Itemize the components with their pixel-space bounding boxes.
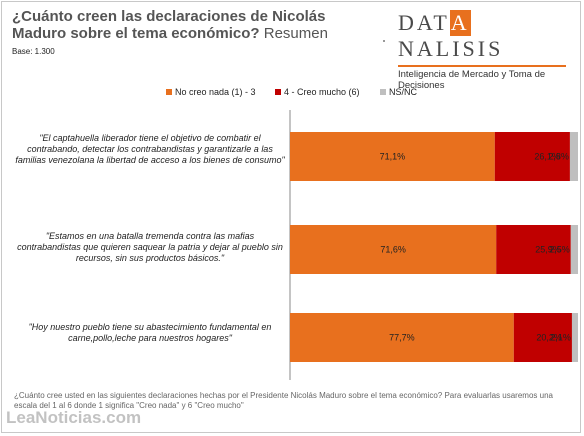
base-note: Base: 1.300 [12, 47, 55, 56]
legend-label-1: 4 - Creo mucho (6) [284, 87, 360, 97]
bar-0-0 [290, 132, 495, 181]
logo-wordmark: DATANALISIS [398, 10, 573, 62]
watermark-text: LeaNoticias.com [6, 408, 142, 427]
survey-question-note: ¿Cuánto cree usted en las siguientes dec… [14, 391, 553, 410]
legend-swatch-1 [275, 89, 281, 95]
bar-1-2 [570, 225, 578, 274]
data-label-0-0: 71,1% [380, 152, 406, 162]
bar-2-2 [571, 313, 578, 362]
data-label-1-2: 2,5% [549, 245, 570, 255]
bar-0-1 [494, 132, 570, 181]
bar-2-1 [513, 313, 572, 362]
bar-2-0 [290, 313, 514, 362]
legend-label-0: No creo nada (1) - 3 [175, 87, 256, 97]
data-label-2-2: 2,1% [550, 333, 571, 343]
decorative-dot [383, 40, 385, 42]
legend-swatch-0 [166, 89, 172, 95]
logo-tagline: Inteligencia de Mercado y Toma de Decisi… [398, 65, 566, 91]
category-label-0: "El captahuella liberador tiene el objet… [15, 133, 285, 165]
bar-1-0 [290, 225, 497, 274]
logo-word-highlight: A [449, 10, 471, 36]
chart-title-suffix: Resumen [263, 25, 328, 42]
legend-item-2: NS/NC [380, 87, 417, 97]
data-label-1-1: 25,9% [535, 245, 561, 255]
data-label-2-1: 20,2% [536, 333, 562, 343]
legend-item-0: No creo nada (1) - 3 [166, 87, 256, 97]
category-label-2: "Hoy nuestro pueblo tiene su abastecimie… [28, 322, 272, 343]
data-label-0-1: 26,1% [534, 152, 560, 162]
logo-word-before: DAT [398, 10, 450, 35]
legend-item-1: 4 - Creo mucho (6) [275, 87, 360, 97]
legend-swatch-2 [380, 89, 386, 95]
bar-0-2 [569, 132, 578, 181]
chart-title-main: ¿Cuánto creen las declaraciones de Nicol… [12, 8, 326, 42]
logo-word-after: NALISIS [398, 36, 504, 61]
chart-title: ¿Cuánto creen las declaraciones de Nicol… [12, 8, 342, 42]
datanalisis-logo: DATANALISIS Inteligencia de Mercado y To… [398, 10, 573, 91]
data-label-2-0: 77,7% [389, 333, 415, 343]
data-label-0-2: 2,8% [548, 152, 569, 162]
category-label-1: "Estamos en una batalla tremenda contra … [17, 231, 283, 263]
legend-label-2: NS/NC [389, 87, 418, 97]
bar-1-1 [496, 225, 571, 274]
data-label-1-0: 71,6% [380, 245, 406, 255]
